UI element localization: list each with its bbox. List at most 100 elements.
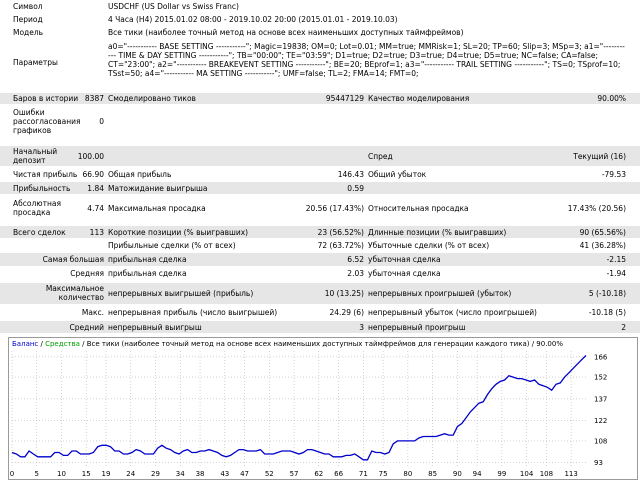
abs-dd-value: 4.74 — [87, 204, 104, 213]
ticks-value: 95447129 — [325, 94, 364, 103]
x-tick-label: 0 — [10, 470, 14, 478]
model-value: Все тики (наиболее точный метод на основ… — [108, 28, 464, 37]
chart-header-sep: / — [38, 340, 45, 348]
row-profit-factor: Прибыльность 1.84 Матожидание выигрыша 0… — [0, 182, 640, 194]
row-deposit: Начальный депозит 100.00 Спред Текущий (… — [0, 146, 640, 166]
row-max-count: Максимальное количество непрерывных выиг… — [0, 283, 640, 304]
row-avg-cons: Средний непрерывный выигрыш 3 непрерывны… — [0, 321, 640, 333]
x-tick-label: 38 — [196, 470, 205, 478]
total-trades-value: 113 — [89, 228, 104, 237]
total-trades-label: Всего сделок — [13, 228, 66, 237]
cons-loss-value: -10.18 (5) — [588, 308, 626, 317]
short-label: Короткие позиции (% выигравших) — [108, 228, 249, 237]
chart-series — [11, 355, 587, 461]
net-profit-value: 66.90 — [82, 170, 104, 179]
x-tick-label: 80 — [403, 470, 412, 478]
y-tick-label: 152 — [594, 374, 607, 382]
row-errors: Ошибки рассогласования графиков 0 — [0, 108, 640, 136]
chart-header-rest: / Все тики (наиболее точный метод на осн… — [80, 340, 563, 348]
symbol-value: USDCHF (US Dollar vs Swiss Franc) — [108, 2, 239, 11]
chart-header: Баланс / Средства / Все тики (наиболее т… — [12, 340, 563, 348]
expected-label: Матожидание выигрыша — [108, 184, 208, 193]
x-tick-label: 10 — [57, 470, 66, 478]
gross-profit-value: 146.43 — [337, 170, 364, 179]
row-largest: Самая большая прибыльная сделка 6.52 убы… — [0, 253, 640, 266]
x-tick-label: 113 — [564, 470, 577, 478]
x-tick-label: 52 — [265, 470, 274, 478]
deposit-value: 100.00 — [77, 152, 104, 161]
average-caption: Средняя — [70, 269, 104, 278]
profit-trades-label: Прибыльные сделки (% от всех) — [108, 241, 236, 250]
avg-caption: Средний — [69, 323, 104, 332]
avg-cons-losses-value: 2 — [621, 323, 626, 332]
chart-frame — [8, 337, 638, 480]
cons-profit-value: 24.29 (6) — [329, 308, 364, 317]
params-label: Параметры — [13, 58, 58, 67]
quality-label: Качество моделирования — [368, 94, 470, 103]
largest-loss-value: -2.15 — [606, 255, 626, 264]
gross-loss-label: Общий убыток — [368, 170, 427, 179]
x-tick-label: 57 — [290, 470, 299, 478]
row-parameters: Параметры a0="----------- BASE SETTING -… — [0, 42, 640, 84]
avg-cons-losses-label: непрерывный проигрыш — [368, 323, 466, 332]
x-tick-label: 47 — [240, 470, 249, 478]
max-dd-value: 20.56 (17.43%) — [305, 204, 364, 213]
avg-loss-label: убыточная сделка — [368, 269, 441, 278]
row-average: Средняя прибыльная сделка 2.03 убыточная… — [0, 268, 640, 279]
cons-profit-label: непрерывная прибыль (число выигрышей) — [108, 308, 278, 317]
avg-cons-wins-value: 3 — [359, 323, 364, 332]
gross-profit-label: Общая прибыль — [108, 170, 172, 179]
row-period: Период 4 Часа (H4) 2015.01.02 08:00 - 20… — [0, 15, 640, 25]
x-tick-label: 29 — [151, 470, 160, 478]
x-tick-label: 75 — [379, 470, 388, 478]
errors-label: Ошибки рассогласования графиков — [13, 108, 81, 135]
period-value: 4 Часа (H4) 2015.01.02 08:00 - 2019.10.0… — [108, 15, 398, 24]
pf-label: Прибыльность — [13, 184, 71, 193]
x-tick-label: 19 — [102, 470, 111, 478]
x-tick-label: 24 — [126, 470, 135, 478]
row-max-cons: Макс. непрерывная прибыль (число выигрыш… — [0, 306, 640, 318]
balance-line — [11, 355, 587, 461]
row-symbol: Символ USDCHF (US Dollar vs Swiss Franc) — [0, 2, 640, 12]
symbol-label: Символ — [13, 2, 43, 11]
largest-profit-label: прибыльная сделка — [108, 255, 187, 264]
bars-value: 8387 — [84, 94, 104, 103]
ticks-label: Смоделировано тиков — [108, 94, 196, 103]
cons-wins-label: непрерывных выигрышей (прибыль) — [108, 289, 254, 298]
quality-value: 90.00% — [597, 94, 626, 103]
x-tick-label: 5 — [35, 470, 39, 478]
avg-cons-wins-label: непрерывный выигрыш — [108, 323, 202, 332]
avg-profit-label: прибыльная сделка — [108, 269, 187, 278]
cons-wins-value: 10 (13.25) — [324, 289, 364, 298]
x-tick-label: 15 — [82, 470, 91, 478]
gross-loss-value: -79.53 — [601, 170, 626, 179]
cons-losses-label: непрерывных проигрышей (убыток) — [368, 289, 512, 298]
row-bars: Баров в истории 8387 Смоделировано тиков… — [0, 93, 640, 104]
long-label: Длинные позиции (% выигравших) — [368, 228, 507, 237]
loss-trades-value: 41 (36.28%) — [579, 241, 626, 250]
y-tick-label: 108 — [594, 437, 607, 445]
avg-loss-value: -1.94 — [606, 269, 626, 278]
params-value: a0="----------- BASE SETTING -----------… — [108, 42, 625, 78]
max-caption: Макс. — [81, 308, 104, 317]
y-tick-label: 122 — [594, 417, 607, 425]
expected-value: 0.59 — [347, 184, 364, 193]
abs-dd-label: Абсолютная просадка — [13, 199, 61, 217]
chart-ticks: 0 5 10 15 19 24 29 34 38 43 47 52 57 62 66 71 75 80 85 90 94… — [10, 353, 608, 478]
x-tick-label: 66 — [334, 470, 343, 478]
loss-trades-label: Убыточные сделки (% от всех) — [368, 241, 490, 250]
rel-dd-value: 17.43% (20.56) — [567, 204, 626, 213]
deposit-label: Начальный депозит — [13, 147, 58, 165]
x-tick-label: 99 — [497, 470, 506, 478]
balance-chart: Баланс / Средства / Все тики (наиболее т… — [8, 337, 638, 480]
pf-value: 1.84 — [87, 184, 104, 193]
y-tick-label: 93 — [594, 459, 603, 467]
balance-chart-svg: Баланс / Средства / Все тики (наиболее т… — [8, 337, 638, 480]
x-tick-label: 34 — [176, 470, 185, 478]
row-total-trades: Всего сделок 113 Короткие позиции (% выи… — [0, 226, 640, 238]
row-drawdown: Абсолютная просадка 4.74 Максимальная пр… — [0, 198, 640, 220]
chart-grid — [11, 351, 586, 467]
bars-label: Баров в истории — [13, 94, 79, 103]
spread-value: Текущий (16) — [573, 152, 626, 161]
rel-dd-label: Относительная просадка — [368, 204, 469, 213]
